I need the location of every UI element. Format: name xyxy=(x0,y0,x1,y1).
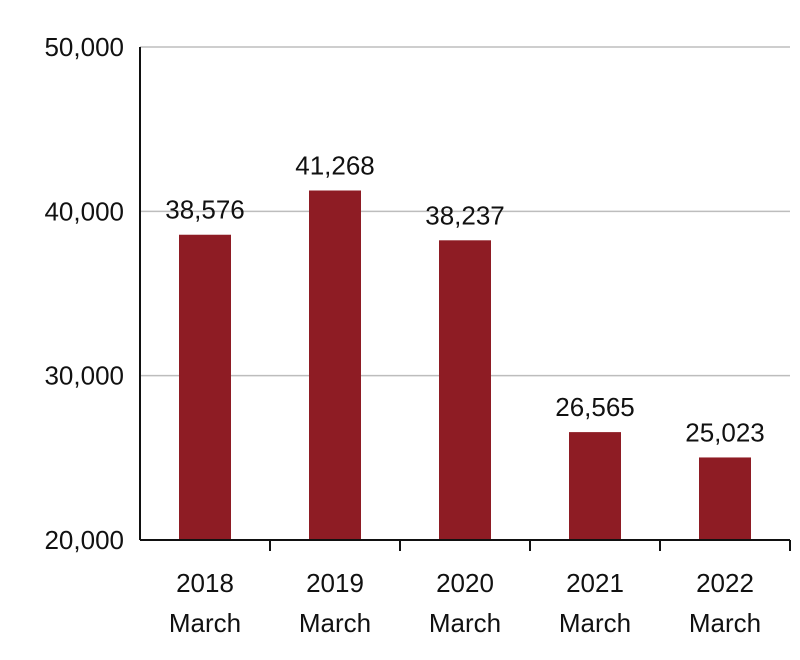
y-tick-label: 20,000 xyxy=(44,525,124,555)
x-tick-label: March xyxy=(169,608,241,638)
labels: 20,000 30,000 40,000 50,000 38,576 2018 March 4… xyxy=(44,32,764,638)
x-tick-label: March xyxy=(689,608,761,638)
x-tick-label: 2022 xyxy=(696,568,754,598)
x-tick-label: 2021 xyxy=(566,568,624,598)
y-tick-label: 50,000 xyxy=(44,32,124,62)
data-label: 38,237 xyxy=(425,200,505,230)
x-tick-label: March xyxy=(559,608,631,638)
x-tick-label: 2019 xyxy=(306,568,364,598)
x-tick-label: 2018 xyxy=(176,568,234,598)
bar xyxy=(179,234,231,540)
y-tick-label: 40,000 xyxy=(44,196,124,226)
data-label: 41,268 xyxy=(295,150,375,180)
data-label: 38,576 xyxy=(165,195,245,225)
x-tick-label: March xyxy=(299,608,371,638)
bar xyxy=(569,432,621,540)
data-label: 25,023 xyxy=(685,417,765,447)
bar xyxy=(439,240,491,540)
axes xyxy=(139,47,791,551)
x-tick-label: 2020 xyxy=(436,568,494,598)
data-label: 26,565 xyxy=(555,392,635,422)
y-tick-label: 30,000 xyxy=(44,361,124,391)
bar xyxy=(699,457,751,540)
bar xyxy=(309,190,361,541)
bars xyxy=(179,190,751,541)
x-tick-label: March xyxy=(429,608,501,638)
